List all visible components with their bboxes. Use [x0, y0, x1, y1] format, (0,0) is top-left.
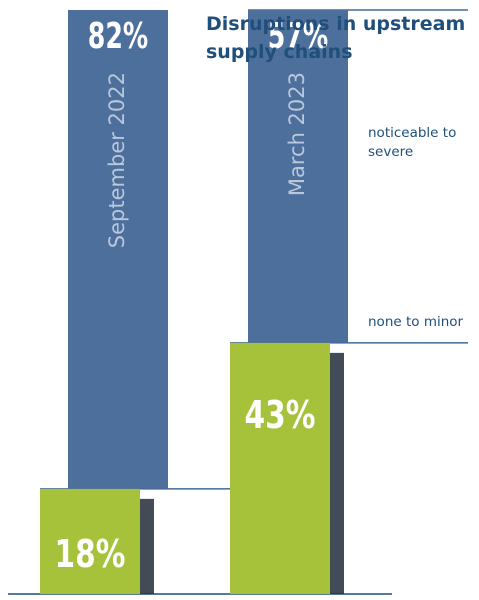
- bar-severe-0: [68, 10, 168, 489]
- bar-shadows: [140, 352, 344, 594]
- value-label-severe-1: 57%: [268, 15, 328, 57]
- bars: [40, 10, 348, 594]
- category-label-1: March 2023: [285, 72, 309, 196]
- chart-title: Disruptions in upstream supply chains: [206, 13, 466, 63]
- bar-shadow-0: [140, 498, 154, 594]
- value-label-minor-1: 43%: [245, 393, 316, 438]
- bar-severe-1: [248, 10, 348, 343]
- legend-noticeable-to-severe: noticeable to severe: [368, 125, 457, 160]
- value-label-severe-0: 82%: [88, 15, 148, 57]
- value-label-minor-0: 18%: [55, 532, 126, 577]
- bar-minor-1: [230, 342, 330, 594]
- legend-none-to-minor: none to minor: [368, 314, 464, 330]
- bar-minor-0: [40, 488, 140, 594]
- bar-shadow-1: [330, 352, 344, 594]
- bar-labels: 82% September 2022 18% 57% March 2023 43%: [55, 15, 329, 577]
- category-label-0: September 2022: [105, 72, 129, 248]
